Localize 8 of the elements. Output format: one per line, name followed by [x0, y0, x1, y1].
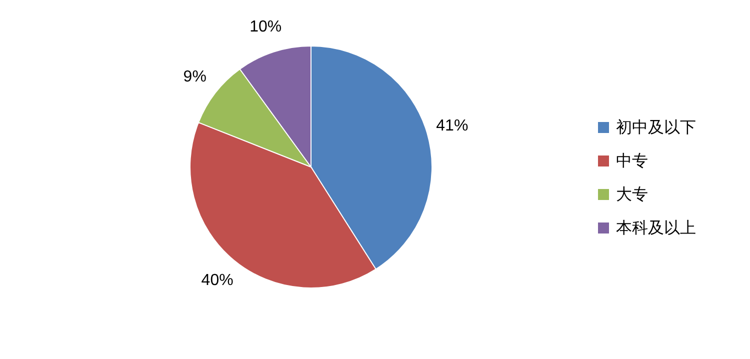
data-label: 41%: [436, 117, 468, 134]
data-label: 9%: [183, 68, 206, 86]
legend-label: 初中及以下: [616, 118, 696, 136]
legend-label: 本科及以上: [616, 219, 696, 237]
data-label: 10%: [250, 18, 282, 36]
data-label: 40%: [201, 272, 234, 289]
legend-label: 中专: [616, 152, 648, 170]
legend-label: 大专: [616, 186, 648, 204]
